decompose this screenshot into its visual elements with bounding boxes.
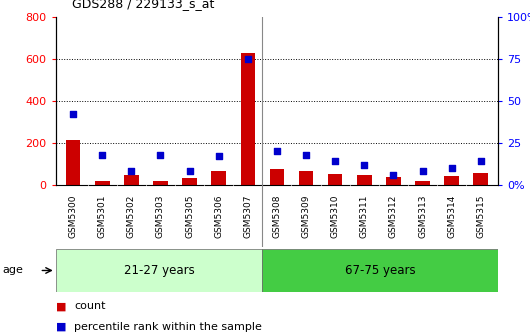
Text: GSM5312: GSM5312 <box>389 194 398 238</box>
Text: ■: ■ <box>56 322 66 332</box>
Point <box>331 159 339 164</box>
Point <box>389 172 398 177</box>
Text: GSM5313: GSM5313 <box>418 194 427 238</box>
Point <box>476 159 485 164</box>
Bar <box>56 249 262 292</box>
Bar <box>299 171 313 185</box>
Point <box>156 152 165 157</box>
Text: GSM5303: GSM5303 <box>156 194 165 238</box>
Text: 21-27 years: 21-27 years <box>123 264 195 277</box>
Text: GSM5309: GSM5309 <box>302 194 311 238</box>
Bar <box>357 175 372 185</box>
Text: GSM5301: GSM5301 <box>98 194 107 238</box>
Bar <box>328 174 342 185</box>
Text: GSM5306: GSM5306 <box>214 194 223 238</box>
Bar <box>444 176 459 185</box>
Point <box>418 169 427 174</box>
Bar <box>182 178 197 185</box>
Text: GSM5307: GSM5307 <box>243 194 252 238</box>
Point <box>447 165 456 171</box>
Text: GSM5315: GSM5315 <box>476 194 485 238</box>
Bar <box>153 181 167 185</box>
Text: GSM5310: GSM5310 <box>331 194 340 238</box>
Bar <box>270 169 284 185</box>
Point <box>360 162 368 167</box>
Point <box>302 152 310 157</box>
Text: percentile rank within the sample: percentile rank within the sample <box>74 322 262 332</box>
Bar <box>386 177 401 185</box>
Text: age: age <box>3 265 23 276</box>
Text: GSM5314: GSM5314 <box>447 194 456 238</box>
Text: 67-75 years: 67-75 years <box>345 264 416 277</box>
Bar <box>241 52 255 185</box>
Bar <box>415 181 430 185</box>
Bar <box>66 140 81 185</box>
Bar <box>262 249 498 292</box>
Point <box>273 149 281 154</box>
Point <box>98 152 107 157</box>
Bar <box>473 173 488 185</box>
Bar <box>124 175 139 185</box>
Text: GSM5308: GSM5308 <box>272 194 281 238</box>
Text: GDS288 / 229133_s_at: GDS288 / 229133_s_at <box>72 0 214 10</box>
Point <box>244 56 252 61</box>
Bar <box>95 181 110 185</box>
Text: count: count <box>74 301 105 311</box>
Text: GSM5302: GSM5302 <box>127 194 136 238</box>
Point <box>215 154 223 159</box>
Text: GSM5305: GSM5305 <box>185 194 194 238</box>
Text: ■: ■ <box>56 301 66 311</box>
Point <box>69 112 77 117</box>
Point <box>186 169 194 174</box>
Point <box>127 169 136 174</box>
Bar <box>211 171 226 185</box>
Text: GSM5311: GSM5311 <box>360 194 369 238</box>
Text: GSM5300: GSM5300 <box>68 194 77 238</box>
